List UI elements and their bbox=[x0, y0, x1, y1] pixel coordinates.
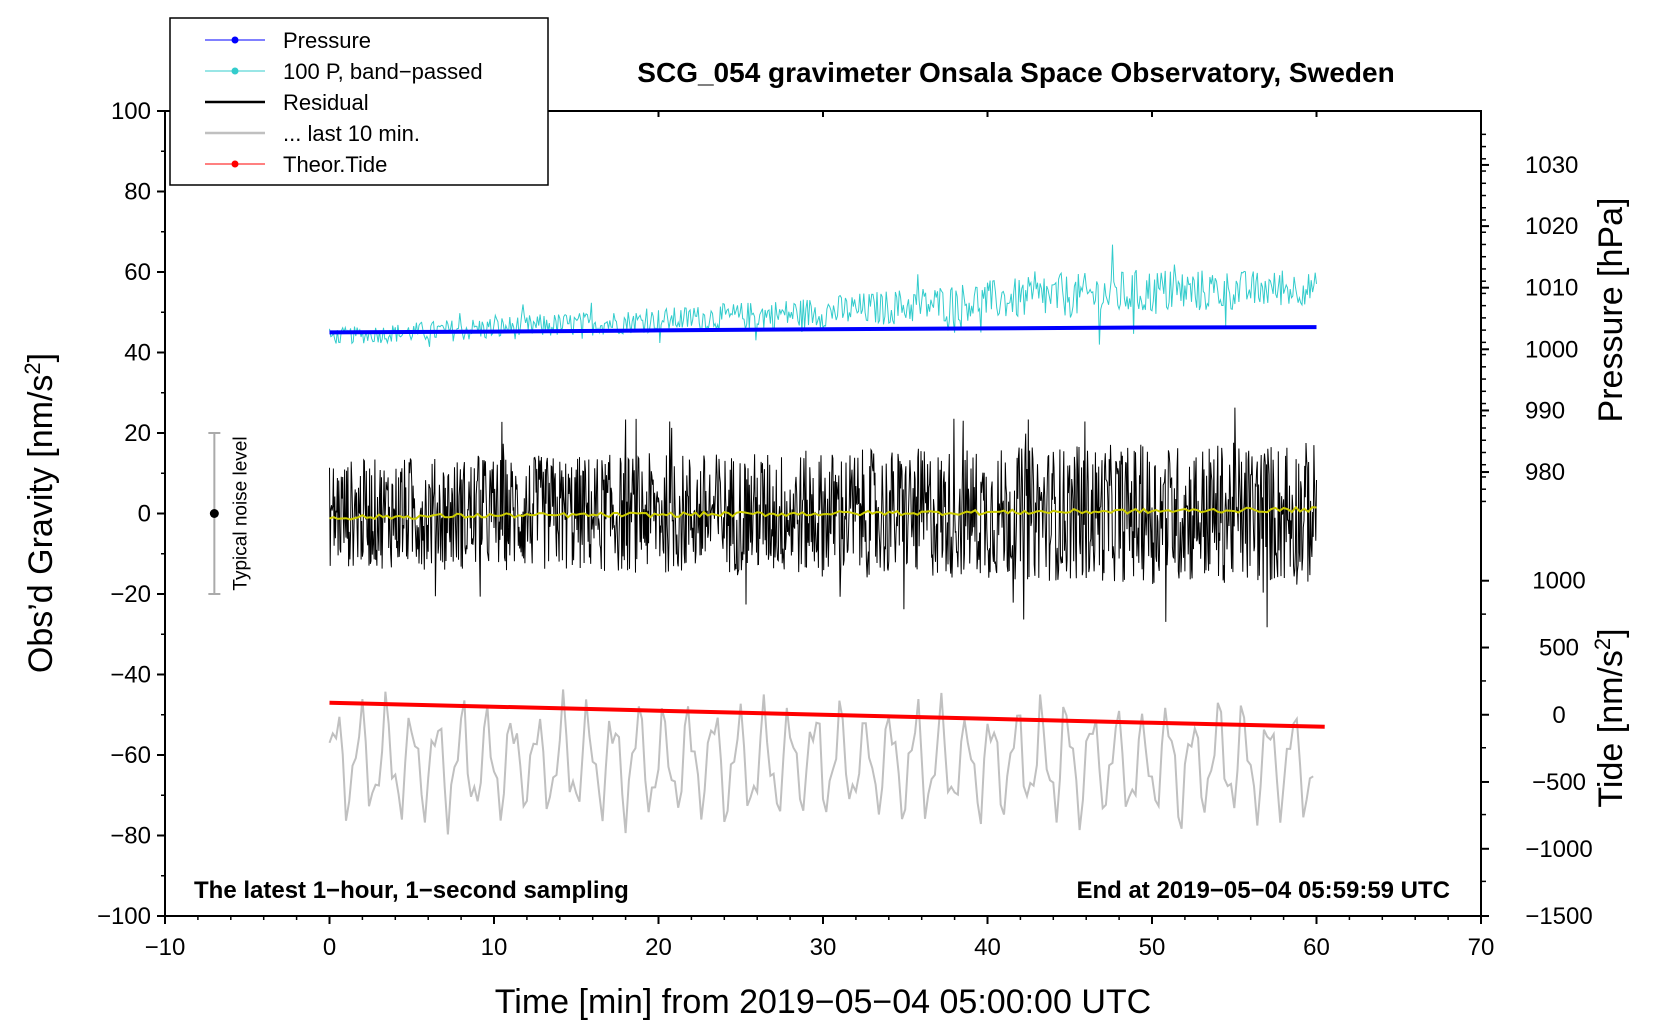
legend-marker bbox=[231, 36, 239, 44]
tide-axis-title-sup: 2 bbox=[1590, 638, 1615, 650]
y-axis-title: Obs’d Gravity [nm/s2] bbox=[20, 353, 60, 673]
y-tick-label: −40 bbox=[110, 662, 151, 689]
chart-title: SCG_054 gravimeter Onsala Space Observat… bbox=[637, 57, 1394, 88]
pressure-tick-label: 980 bbox=[1525, 459, 1565, 486]
tide-axis-ticks: 1000 500 0 −500 −1000 −1500 bbox=[1481, 568, 1593, 930]
x-axis-ticks: −10 0 10 20 30 40 50 60 70 bbox=[145, 111, 1495, 961]
y-tick-label: −100 bbox=[97, 903, 151, 930]
series-layer bbox=[328, 244, 1325, 835]
series-theor-tide bbox=[329, 700, 1325, 729]
tide-tick-label: 500 bbox=[1539, 635, 1579, 662]
x-tick-label: 0 bbox=[323, 934, 336, 961]
x-tick-label: 60 bbox=[1303, 934, 1330, 961]
pressure-tick-label: 1000 bbox=[1525, 336, 1578, 363]
tide-axis-title: Tide [nm/s2] bbox=[1590, 628, 1630, 807]
annotation-end-time: End at 2019−05−04 05:59:59 UTC bbox=[1076, 877, 1450, 904]
legend-label: Theor.Tide bbox=[283, 152, 387, 177]
y-tick-label: −60 bbox=[110, 742, 151, 769]
series-residual-smoothed bbox=[329, 505, 1317, 521]
y-tick-label: 40 bbox=[124, 340, 151, 367]
annotation-sampling: The latest 1−hour, 1−second sampling bbox=[194, 877, 629, 904]
y-tick-label: 60 bbox=[124, 259, 151, 286]
tide-tick-label: −500 bbox=[1532, 769, 1586, 796]
y-tick-label: 80 bbox=[124, 179, 151, 206]
x-tick-label: 50 bbox=[1139, 934, 1166, 961]
tide-tick-label: 0 bbox=[1552, 702, 1565, 729]
pressure-tick-label: 1030 bbox=[1525, 152, 1578, 179]
x-tick-label: 20 bbox=[645, 934, 672, 961]
x-tick-label: 40 bbox=[974, 934, 1001, 961]
legend-label: ... last 10 min. bbox=[283, 121, 420, 146]
pressure-tick-label: 1020 bbox=[1525, 213, 1578, 240]
series-last-10-min bbox=[328, 689, 1314, 835]
y-tick-label: 0 bbox=[138, 501, 151, 528]
tide-axis-title-main: Tide [nm/s bbox=[1592, 650, 1630, 807]
tide-tick-label: −1500 bbox=[1525, 903, 1592, 930]
y-axis-title-main: Obs’d Gravity [nm/s bbox=[22, 375, 60, 674]
pressure-tick-label: 990 bbox=[1525, 397, 1565, 424]
x-tick-label: 70 bbox=[1468, 934, 1495, 961]
x-tick-label: 10 bbox=[481, 934, 508, 961]
tide-tick-label: −1000 bbox=[1525, 836, 1592, 863]
y-axis-title-end: ] bbox=[22, 353, 60, 362]
y-tick-label: 20 bbox=[124, 420, 151, 447]
pressure-axis-title: Pressure [hPa] bbox=[1592, 198, 1630, 423]
legend-label: 100 P, band−passed bbox=[283, 59, 483, 84]
x-axis-title: Time [min] from 2019−05−04 05:00:00 UTC bbox=[495, 983, 1151, 1020]
x-tick-label: 30 bbox=[810, 934, 837, 961]
y-axis-ticks: 100 80 60 40 20 0 −20 −40 −60 −80 −100 bbox=[97, 98, 165, 930]
legend: Pressure 100 P, band−passed Residual ... la… bbox=[169, 17, 549, 186]
series-pressure bbox=[329, 325, 1317, 335]
x-tick-label: −10 bbox=[145, 934, 186, 961]
noise-bar-center-dot bbox=[209, 509, 219, 518]
pressure-axis-ticks: 1030 1020 1010 1000 990 980 bbox=[1481, 133, 1578, 503]
noise-level-indicator: Typical noise level bbox=[208, 432, 251, 595]
legend-marker bbox=[231, 160, 239, 168]
tide-axis-title-end: ] bbox=[1592, 628, 1630, 637]
pressure-tick-label: 1010 bbox=[1525, 275, 1578, 302]
tide-tick-label: 1000 bbox=[1532, 568, 1585, 595]
legend-label: Pressure bbox=[283, 28, 371, 53]
legend-label: Residual bbox=[283, 90, 369, 115]
noise-level-label: Typical noise level bbox=[230, 436, 251, 590]
y-tick-label: −80 bbox=[110, 823, 151, 850]
y-tick-label: −20 bbox=[110, 581, 151, 608]
series-residual bbox=[329, 407, 1317, 628]
legend-marker bbox=[231, 67, 239, 75]
y-tick-label: 100 bbox=[111, 98, 151, 125]
y-axis-title-sup: 2 bbox=[20, 362, 45, 374]
